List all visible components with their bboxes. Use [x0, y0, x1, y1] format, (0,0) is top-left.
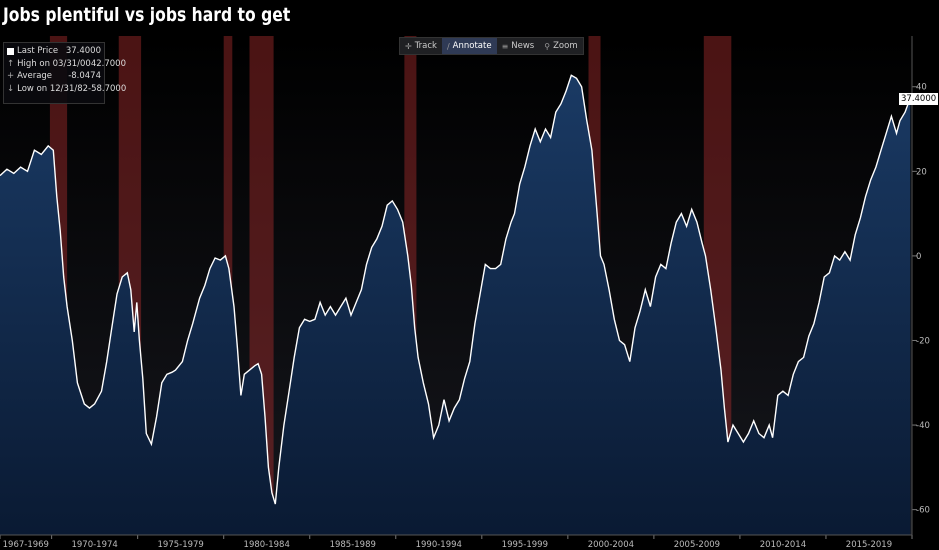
pencil-icon: ∕	[446, 41, 450, 51]
legend-value: -8.0474	[68, 71, 101, 81]
toolbar-label: Zoom	[553, 41, 578, 51]
x-tick-label: 2000-2004	[588, 540, 634, 550]
x-tick-label: 1980-1984	[244, 540, 290, 550]
average-marker-icon: +	[7, 71, 15, 81]
y-tick-label: 20	[916, 167, 927, 177]
legend-row-last-price: Last Price 37.4000	[7, 45, 101, 58]
legend-row-high: ↑ High on 03/31/00 42.7000	[7, 58, 126, 71]
chart-title: Jobs plentiful vs jobs hard to get	[3, 4, 291, 26]
x-tick-label: 1975-1979	[158, 540, 204, 550]
toolbar-label: News	[511, 41, 535, 51]
y-tick-label: 40	[916, 83, 927, 93]
last-price-label: 37.4000	[899, 93, 939, 105]
x-tick-label: 2005-2009	[674, 540, 720, 550]
legend-label: Average	[17, 71, 53, 81]
y-tick-label: -20	[916, 336, 930, 346]
toolbar-label: Annotate	[452, 41, 492, 51]
legend-panel[interactable]: Last Price 37.4000 ↑ High on 03/31/00 42.…	[3, 42, 126, 104]
x-tick-label: 1970-1974	[71, 540, 117, 550]
toolbar-label: Track	[414, 41, 437, 51]
x-tick-label: 1990-1994	[416, 540, 462, 550]
data-area	[0, 75, 911, 536]
legend-swatch	[7, 47, 14, 55]
x-tick-label: 2015-2019	[846, 540, 892, 550]
crosshair-icon: ✛	[405, 41, 412, 51]
x-tick-label: 1995-1999	[502, 540, 548, 550]
news-button[interactable]: ≡ News	[497, 38, 540, 54]
y-tick-label: 0	[916, 252, 921, 262]
y-tick-label: -40	[916, 421, 930, 431]
legend-value: -58.7000	[88, 83, 127, 94]
annotate-button[interactable]: ∕ Annotate	[441, 38, 497, 54]
x-tick-label: 1985-1989	[330, 540, 376, 550]
magnifier-icon: ⚲	[544, 41, 551, 51]
legend-row-low: ↓ Low on 12/31/82 -58.7000	[7, 83, 126, 96]
legend-value: 42.7000	[90, 58, 126, 69]
data-line	[0, 74, 911, 505]
high-marker-icon: ↑	[7, 58, 15, 69]
legend-value: 37.4000	[65, 46, 101, 56]
y-tick-label: -60	[916, 506, 930, 516]
legend-label: Last Price	[17, 46, 59, 56]
legend-label: Low on 12/31/82	[17, 83, 89, 94]
low-marker-icon: ↓	[7, 83, 15, 94]
x-tick-label: 1967-1969	[3, 540, 49, 550]
news-icon: ≡	[501, 41, 509, 51]
x-tick-label: 2010-2014	[760, 540, 806, 550]
zoom-button[interactable]: ⚲ Zoom	[539, 38, 582, 54]
x-axis: 1967-1969 1970-1974 1975-1979 1980-1984 1985…	[0, 535, 913, 550]
chart-toolbar: ✛ Track ∕ Annotate ≡ News ⚲ Zoom	[399, 37, 584, 55]
legend-row-average: + Average -8.0474	[7, 70, 101, 83]
y-axis: 40 20 0 -20 -40 -60	[912, 83, 930, 516]
legend-label: High on 03/31/00	[17, 58, 91, 69]
track-button[interactable]: ✛ Track	[400, 38, 442, 54]
